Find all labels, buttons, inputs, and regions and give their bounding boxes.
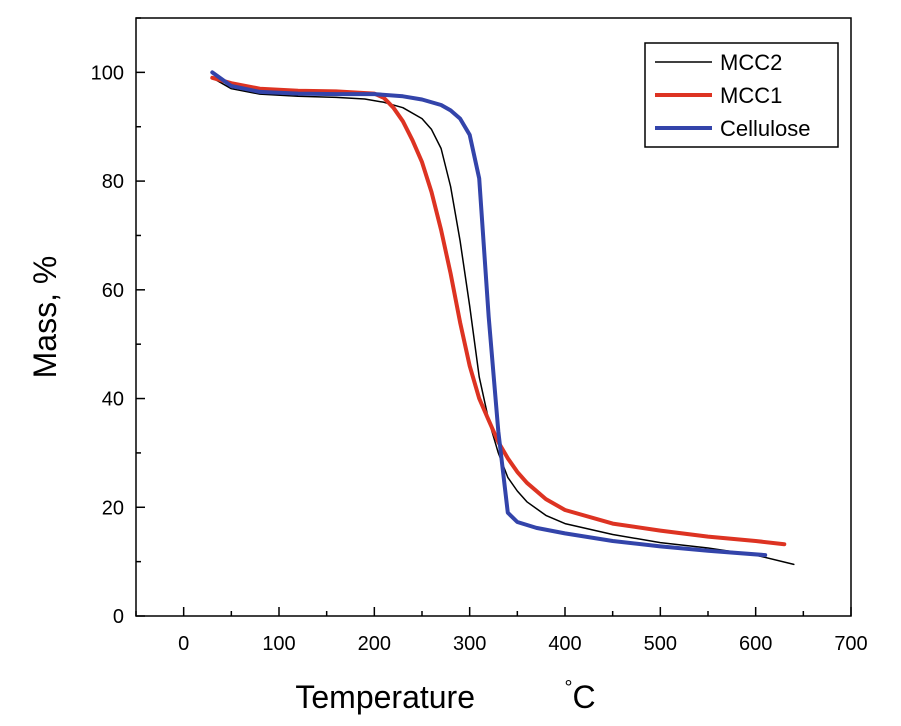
legend: MCC2 MCC1 Cellulose xyxy=(644,42,839,148)
series-layer xyxy=(210,70,795,566)
y-tick-label: 100 xyxy=(91,62,124,84)
series-line-cellulose xyxy=(210,70,768,558)
x-tick-label: 100 xyxy=(262,633,295,655)
x-axis: 0 100 200 300 400 500 600 700 xyxy=(135,607,868,655)
x-tick-label: 400 xyxy=(548,633,581,655)
y-tick-label: 40 xyxy=(102,389,124,411)
series-line-mcc2 xyxy=(211,77,795,566)
legend-items: MCC2 MCC1 Cellulose xyxy=(655,50,811,141)
x-tick-label: 600 xyxy=(739,633,772,655)
plot-area: 0 100 200 300 400 500 600 700 0 20 40 60 80 100 xyxy=(91,17,868,655)
y-axis: 0 20 40 60 80 100 xyxy=(91,17,145,628)
plot-frame xyxy=(135,17,852,617)
x-axis-title: Temperature xyxy=(295,679,475,715)
x-axis-title-unit: °C xyxy=(564,677,595,715)
x-tick-label: 200 xyxy=(358,633,391,655)
y-axis-title: Mass, % xyxy=(27,256,63,379)
legend-label-cellulose: Cellulose xyxy=(720,116,811,141)
y-tick-label: 0 xyxy=(113,606,124,628)
legend-label-mcc2: MCC2 xyxy=(720,50,782,75)
y-tick-label: 20 xyxy=(102,497,124,519)
legend-label-mcc1: MCC1 xyxy=(720,83,782,108)
y-tick-label: 60 xyxy=(102,280,124,302)
series-line-mcc1 xyxy=(210,75,787,547)
x-tick-label: 0 xyxy=(178,633,189,655)
y-tick-label: 80 xyxy=(102,171,124,193)
x-tick-label: 300 xyxy=(453,633,486,655)
x-tick-label: 700 xyxy=(834,633,867,655)
x-tick-label: 500 xyxy=(644,633,677,655)
